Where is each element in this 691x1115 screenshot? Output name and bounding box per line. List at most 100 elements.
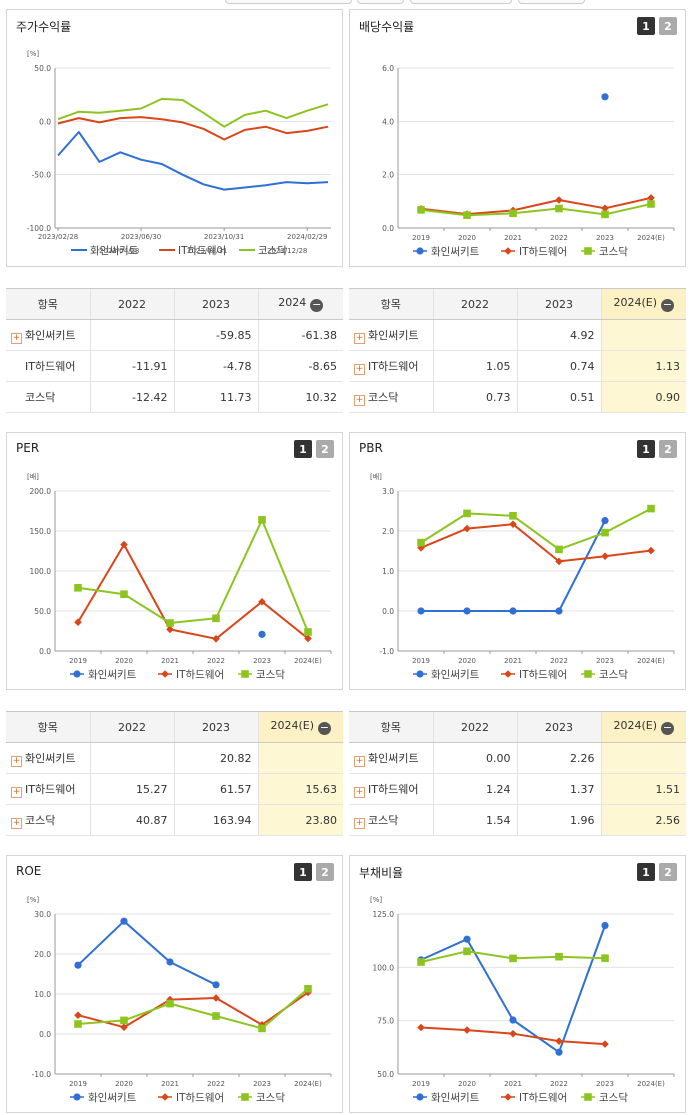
series-3-point xyxy=(509,954,517,963)
collapse-icon[interactable]: − xyxy=(318,721,332,735)
tab-2[interactable]: 2 xyxy=(316,440,334,458)
series-3-point xyxy=(304,628,312,636)
header-2024-label: 2024 xyxy=(278,296,307,309)
series-3-line xyxy=(420,507,652,551)
expand-icon[interactable]: + xyxy=(354,394,365,406)
stock-return-table: 항목 2022 2023 2024− + 화인써키트 -59.85 -61.38 … xyxy=(6,288,343,413)
row-label-text: IT하드웨어 xyxy=(368,782,419,796)
expand-icon[interactable]: + xyxy=(11,332,22,344)
series-1-point xyxy=(601,93,609,101)
collapse-icon[interactable]: − xyxy=(661,721,675,735)
expand-icon[interactable]: + xyxy=(354,332,365,344)
pbr-chart: [배]3.0 2.0 1.0 0.0 -1.0 2019 2020 2021 2022 2023 2… xyxy=(370,472,675,681)
y-tick-label: -50.0 xyxy=(32,171,52,180)
x-tick-label: 2019 xyxy=(69,657,87,665)
x-tick-label: 2023/06/30 xyxy=(121,233,161,241)
series-3-point xyxy=(601,528,609,537)
per-chart: [배] 200.0 150.0 100.0 50.0 0.0 2019 2020 2021 202… xyxy=(27,472,332,681)
top-control[interactable] xyxy=(225,0,352,4)
cell-value: -61.38 xyxy=(257,319,343,351)
expand-icon[interactable]: + xyxy=(354,817,365,829)
top-control[interactable] xyxy=(410,0,512,4)
expand-icon[interactable]: + xyxy=(354,786,365,798)
y-tick-label: 2.0 xyxy=(382,171,394,180)
table-row: 코스닥 -12.42 11.73 10.32 xyxy=(6,381,343,413)
series-1-line xyxy=(57,131,329,191)
cell-value: 15.63 xyxy=(257,773,343,805)
x-tick-label: 2022 xyxy=(550,657,568,665)
row-label-text: IT하드웨어 xyxy=(25,360,76,373)
expand-icon[interactable]: + xyxy=(11,786,22,798)
y-tick-label: 3.0 xyxy=(382,487,394,496)
tab-1[interactable]: 1 xyxy=(294,863,312,881)
row-label-text: 코스닥 xyxy=(25,813,56,827)
expand-icon[interactable]: + xyxy=(354,363,365,375)
series-3-point xyxy=(463,947,471,956)
tab-1[interactable]: 1 xyxy=(294,440,312,458)
legend-label: 코스닥 xyxy=(599,246,628,258)
cell-value: 1.54 xyxy=(432,804,517,836)
y-unit-label: [배] xyxy=(370,472,382,481)
chart-tabs: 1 2 xyxy=(294,440,334,458)
series-2-point xyxy=(212,634,220,643)
series-2-point xyxy=(601,1040,609,1048)
tab-1[interactable]: 1 xyxy=(637,863,655,881)
cell-value: 1.96 xyxy=(516,804,601,836)
cell-value xyxy=(432,319,517,351)
cell-value: -8.65 xyxy=(257,350,343,382)
y-tick-label: 4.0 xyxy=(382,117,394,126)
tab-2[interactable]: 2 xyxy=(316,863,334,881)
tab-1[interactable]: 1 xyxy=(637,440,655,458)
row-label-text: 화인써키트 xyxy=(368,328,419,342)
expand-icon[interactable]: + xyxy=(11,817,22,829)
series-2-point xyxy=(161,1093,169,1101)
series-2-point xyxy=(166,995,174,1004)
legend-overlap-label: 2023/08/31 xyxy=(187,247,227,255)
cell-value: 163.94 xyxy=(173,804,258,836)
series-2-point xyxy=(504,247,512,255)
top-control[interactable] xyxy=(518,0,585,4)
legend-label: 화인써키트 xyxy=(431,669,480,681)
collapse-icon[interactable]: − xyxy=(310,298,324,312)
roe-chart: [%] 30.0 20.0 10.0 0.0 -10.0 2019 2020 2021 2022 2… xyxy=(27,896,332,1104)
series-2-line xyxy=(77,991,309,1029)
row-label: + 화인써키트 xyxy=(6,319,90,351)
cell-value: 40.87 xyxy=(89,804,174,836)
row-label-text: 화인써키트 xyxy=(25,328,76,342)
expand-icon[interactable]: + xyxy=(354,755,365,767)
legend-label: 코스닥 xyxy=(599,1092,628,1104)
x-tick-label: 2024(E) xyxy=(294,1080,322,1088)
series-1-line xyxy=(421,520,606,612)
header-2023: 2023 xyxy=(173,711,258,743)
panel-title: 주가수익률 xyxy=(16,20,72,34)
series-2-point xyxy=(555,196,563,204)
per-panel: PER 1 2 [배] 200.0 150.0 100.0 50.0 0.0 2019 202… xyxy=(6,432,343,690)
expand-icon[interactable]: + xyxy=(11,755,22,767)
x-tick-label: 2021 xyxy=(504,657,522,665)
series-3-point xyxy=(417,206,425,214)
series-1-point xyxy=(601,921,609,930)
x-tick-label: 2024(E) xyxy=(637,234,665,242)
chart-tabs: 1 2 xyxy=(637,863,677,881)
tab-2[interactable]: 2 xyxy=(659,863,677,881)
series-2-point xyxy=(555,1037,563,1045)
tab-2[interactable]: 2 xyxy=(659,440,677,458)
x-tick-label: 2023/02/28 xyxy=(38,233,78,241)
header-2024e-label: 2024(E) xyxy=(270,719,315,732)
collapse-icon[interactable]: − xyxy=(661,298,675,312)
cell-value: 0.90 xyxy=(600,381,686,413)
row-label: IT하드웨어 xyxy=(6,350,90,382)
series-1-point xyxy=(416,247,424,255)
cell-value: 4.92 xyxy=(516,319,601,351)
tab-1[interactable]: 1 xyxy=(637,17,655,35)
table-row: + IT하드웨어 15.27 61.57 15.63 xyxy=(6,773,343,805)
top-control[interactable] xyxy=(357,0,404,4)
cell-value xyxy=(600,319,686,351)
series-3-point xyxy=(212,614,220,623)
series-3-point xyxy=(417,958,425,966)
legend-label: 코스닥 xyxy=(256,669,285,681)
tab-2[interactable]: 2 xyxy=(659,17,677,35)
series-1-line xyxy=(77,920,217,986)
series-3-point xyxy=(509,209,517,218)
row-label: + 코스닥 xyxy=(6,804,90,836)
